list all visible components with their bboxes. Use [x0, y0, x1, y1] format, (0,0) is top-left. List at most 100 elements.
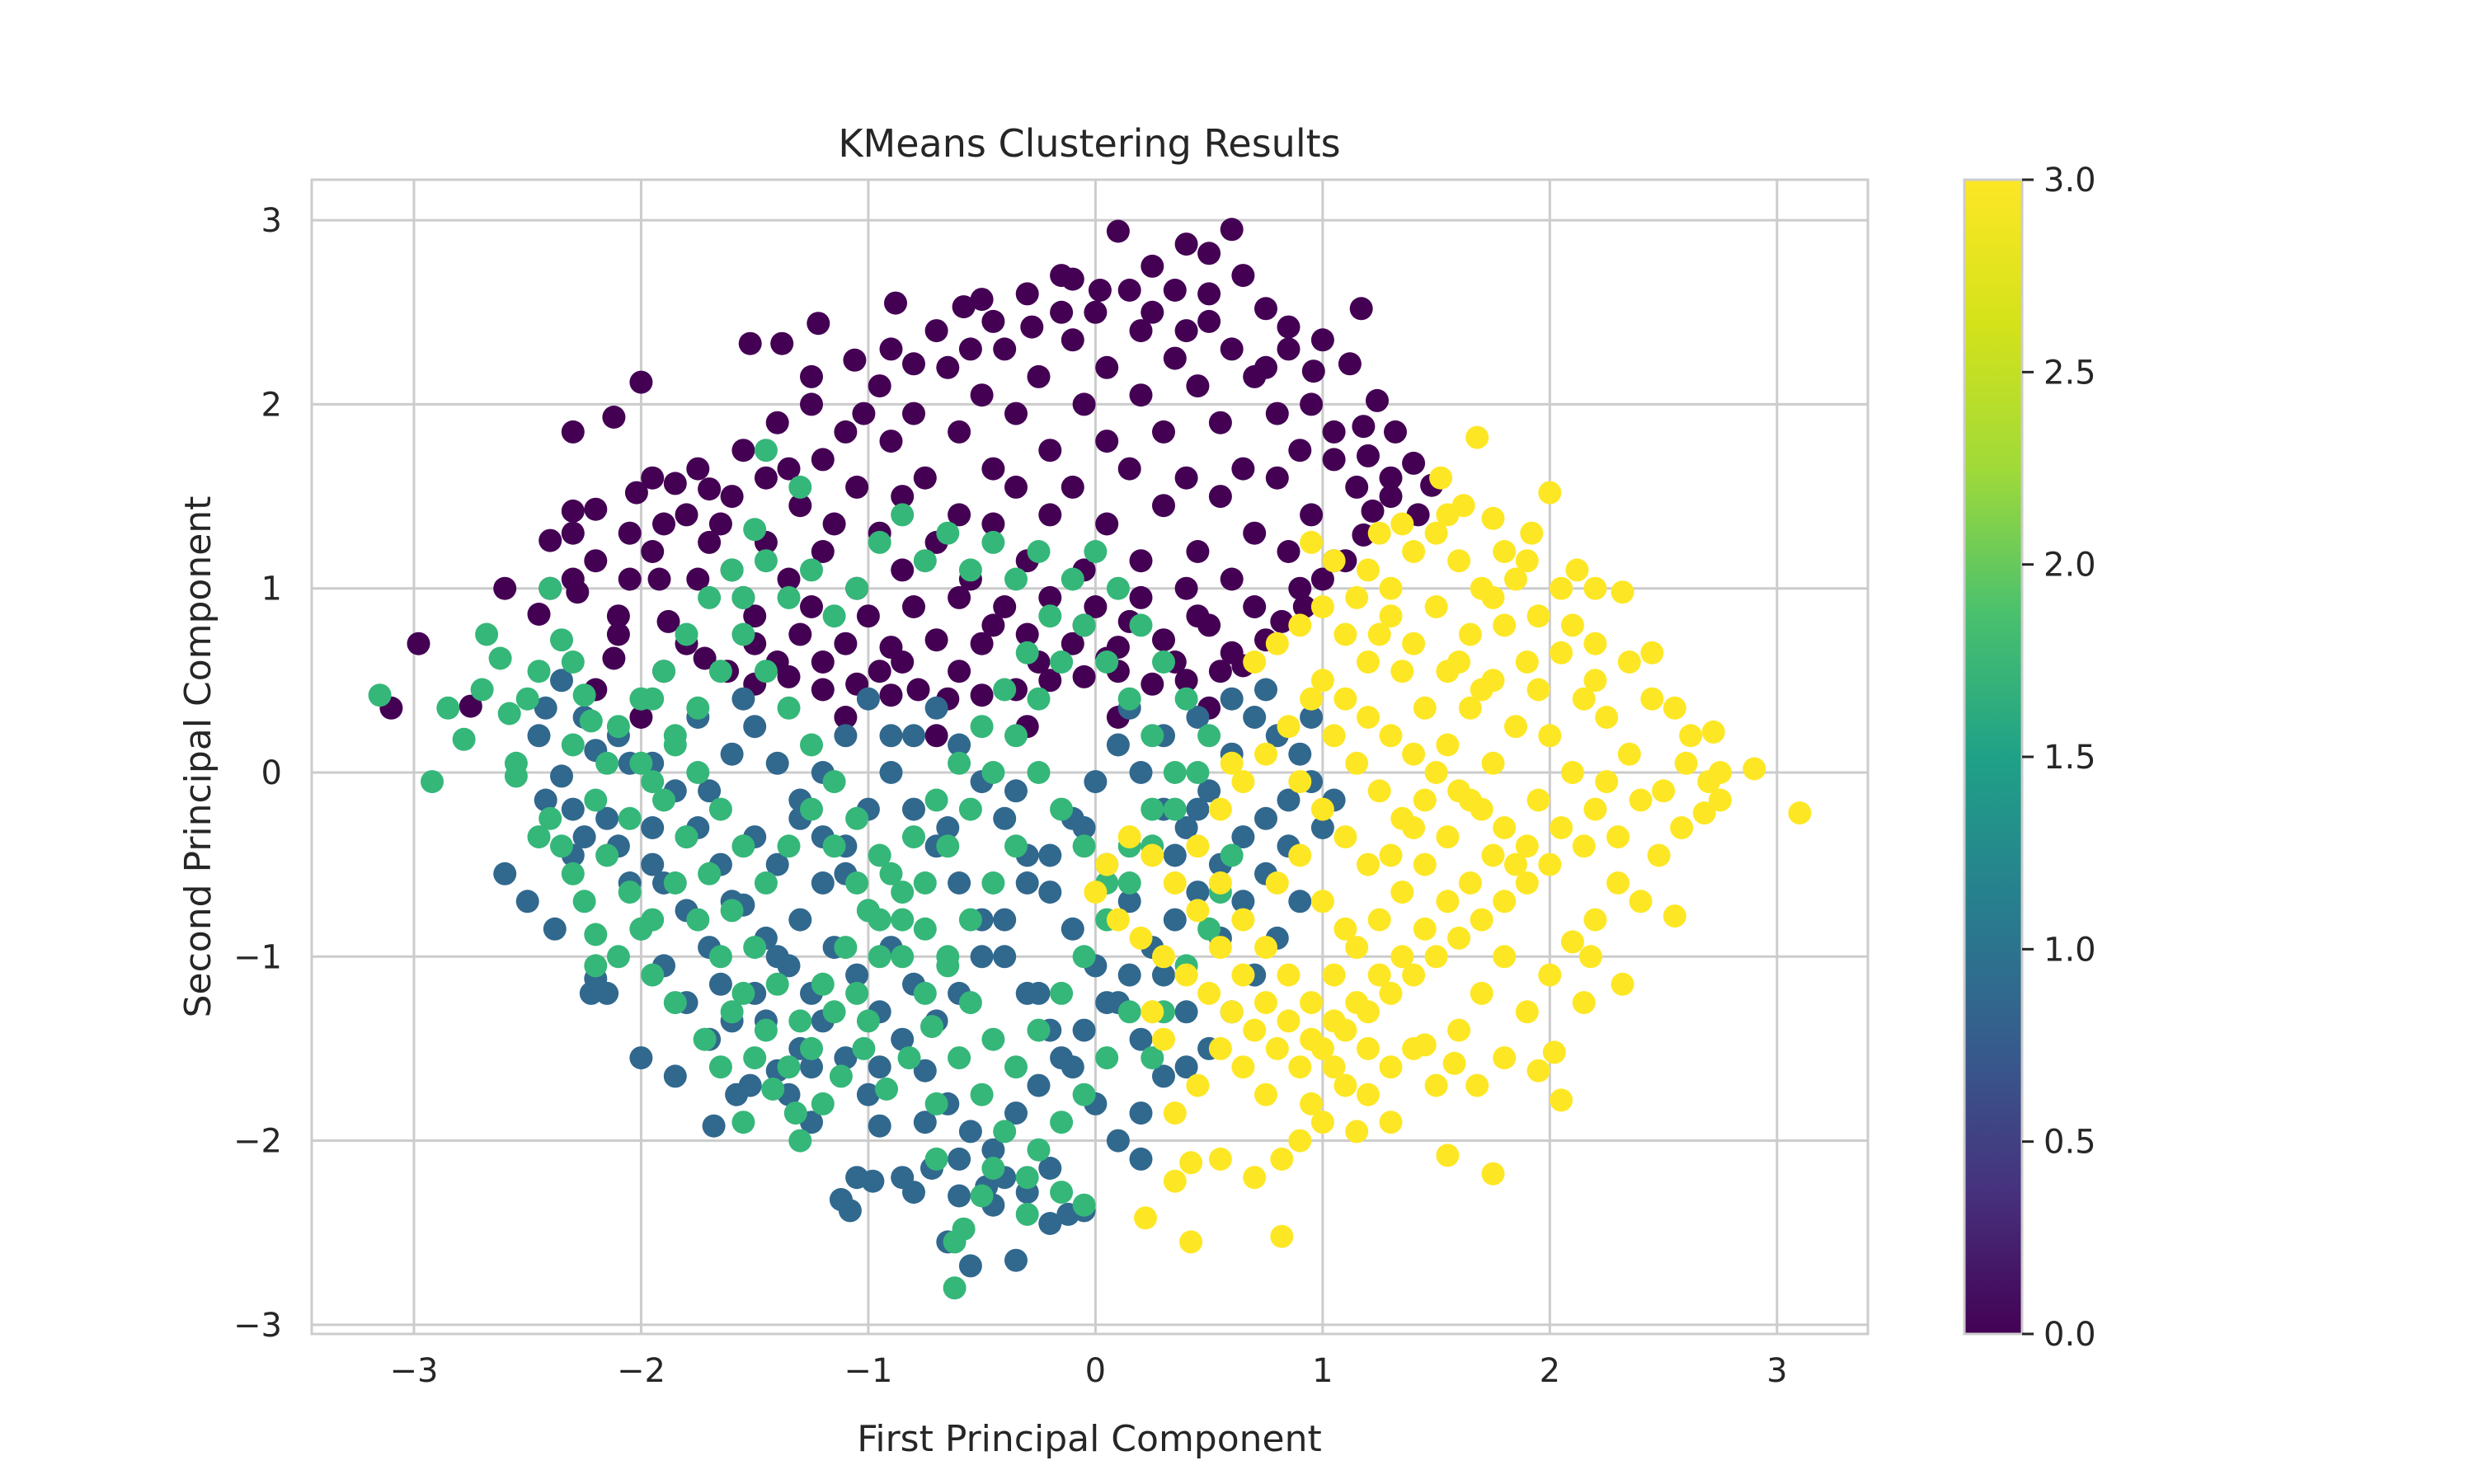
scatter-point-cluster-3: [1515, 1000, 1539, 1024]
scatter-point-cluster-0: [1095, 430, 1119, 453]
scatter-point-cluster-0: [1292, 595, 1316, 618]
scatter-point-cluster-0: [891, 558, 915, 582]
scatter-point-cluster-3: [1493, 1046, 1517, 1070]
scatter-point-cluster-3: [1458, 622, 1482, 646]
scatter-point-cluster-2: [504, 764, 528, 788]
scatter-point-cluster-3: [1288, 1055, 1312, 1079]
scatter-point-cluster-2: [1004, 567, 1028, 591]
scatter-point-cluster-2: [1186, 761, 1210, 784]
scatter-point-cluster-2: [981, 530, 1005, 554]
scatter-point-cluster-2: [924, 1092, 948, 1115]
scatter-point-cluster-2: [743, 518, 767, 542]
scatter-point-cluster-1: [1254, 678, 1277, 702]
scatter-point-cluster-2: [822, 1000, 846, 1024]
scatter-point-cluster-3: [1288, 843, 1312, 867]
scatter-point-cluster-0: [1117, 279, 1141, 302]
scatter-point-cluster-2: [584, 954, 608, 978]
scatter-point-cluster-2: [1027, 540, 1051, 563]
scatter-point-cluster-2: [1095, 650, 1119, 674]
scatter-point-cluster-1: [1004, 779, 1028, 803]
scatter-point-cluster-2: [641, 687, 665, 711]
scatter-point-cluster-2: [981, 761, 1005, 784]
scatter-point-cluster-0: [1254, 355, 1277, 379]
scatter-point-cluster-1: [1004, 1101, 1028, 1125]
scatter-point-cluster-1: [1129, 761, 1153, 784]
scatter-point-cluster-2: [527, 660, 551, 683]
scatter-point-cluster-3: [1663, 904, 1686, 928]
scatter-point-cluster-2: [561, 650, 585, 674]
scatter-point-cluster-0: [663, 472, 687, 495]
colorbar-tick-label: 0.0: [2044, 1316, 2096, 1354]
scatter-point-cluster-0: [686, 457, 710, 481]
scatter-point-cluster-0: [891, 650, 915, 674]
scatter-point-cluster-3: [1163, 1101, 1187, 1125]
scatter-point-cluster-1: [948, 1147, 971, 1171]
scatter-point-cluster-0: [1208, 485, 1232, 509]
scatter-point-cluster-2: [572, 890, 596, 913]
scatter-point-cluster-3: [1322, 1055, 1346, 1079]
scatter-point-cluster-2: [958, 558, 982, 582]
scatter-point-cluster-3: [1424, 595, 1448, 618]
scatter-point-cluster-0: [1163, 279, 1187, 302]
scatter-point-cluster-0: [1174, 319, 1198, 343]
scatter-point-cluster-3: [1413, 696, 1437, 720]
scatter-point-cluster-0: [906, 678, 930, 702]
scatter-point-cluster-0: [606, 604, 630, 628]
scatter-point-cluster-1: [1163, 843, 1187, 867]
scatter-point-cluster-2: [875, 1078, 898, 1101]
scatter-point-cluster-0: [834, 706, 858, 729]
scatter-point-cluster-0: [879, 337, 903, 361]
scatter-point-cluster-0: [1301, 359, 1325, 383]
scatter-point-cluster-3: [1402, 632, 1426, 655]
scatter-point-cluster-2: [981, 1027, 1005, 1051]
scatter-point-cluster-2: [1050, 981, 1074, 1005]
colorbar-tick-label: 1.0: [2044, 931, 2096, 969]
scatter-point-cluster-0: [686, 567, 710, 591]
scatter-point-cluster-2: [868, 945, 891, 969]
scatter-points: [368, 218, 1812, 1300]
scatter-point-cluster-0: [981, 457, 1005, 481]
scatter-point-cluster-1: [1061, 917, 1084, 941]
scatter-point-cluster-3: [1447, 1018, 1471, 1042]
scatter-point-cluster-1: [1038, 1157, 1062, 1180]
scatter-point-cluster-3: [1526, 678, 1550, 702]
scatter-point-cluster-2: [731, 1111, 755, 1134]
scatter-point-cluster-1: [515, 890, 539, 913]
scatter-point-cluster-3: [1595, 770, 1619, 794]
scatter-point-cluster-3: [1179, 1151, 1203, 1175]
scatter-point-cluster-0: [845, 475, 869, 499]
scatter-point-cluster-3: [1322, 724, 1346, 748]
scatter-point-cluster-0: [800, 595, 823, 618]
scatter-point-cluster-2: [561, 862, 585, 885]
scatter-point-cluster-2: [641, 908, 665, 932]
scatter-point-cluster-3: [1413, 852, 1437, 876]
scatter-point-cluster-0: [788, 622, 812, 646]
scatter-point-cluster-2: [1141, 1046, 1164, 1070]
scatter-point-cluster-2: [1050, 1181, 1074, 1205]
scatter-point-cluster-3: [1288, 770, 1312, 794]
scatter-point-cluster-0: [777, 457, 801, 481]
scatter-point-cluster-2: [868, 843, 891, 867]
scatter-point-cluster-2: [698, 585, 722, 609]
scatter-point-cluster-0: [1310, 567, 1334, 591]
scatter-point-cluster-0: [1038, 669, 1062, 693]
x-tick-label: −3: [389, 1352, 438, 1390]
scatter-point-cluster-2: [1174, 687, 1198, 711]
scatter-point-cluster-0: [629, 370, 653, 394]
scatter-point-cluster-1: [1129, 1147, 1153, 1171]
scatter-point-cluster-2: [936, 834, 960, 858]
scatter-point-cluster-0: [970, 288, 994, 312]
plot-frame: [310, 178, 1870, 1336]
scatter-point-cluster-3: [1429, 466, 1453, 490]
x-tick-label: 2: [1540, 1352, 1560, 1390]
scatter-point-cluster-1: [1197, 779, 1221, 803]
scatter-point-cluster-3: [1578, 945, 1602, 969]
scatter-point-cluster-0: [788, 494, 812, 518]
scatter-point-cluster-2: [936, 945, 960, 969]
scatter-point-cluster-1: [1027, 1073, 1051, 1097]
scatter-point-cluster-3: [1345, 936, 1369, 960]
scatter-point-cluster-2: [1038, 604, 1062, 628]
scatter-point-cluster-2: [663, 991, 687, 1015]
scatter-point-cluster-0: [1197, 282, 1221, 306]
x-tick-label: 1: [1312, 1352, 1333, 1390]
